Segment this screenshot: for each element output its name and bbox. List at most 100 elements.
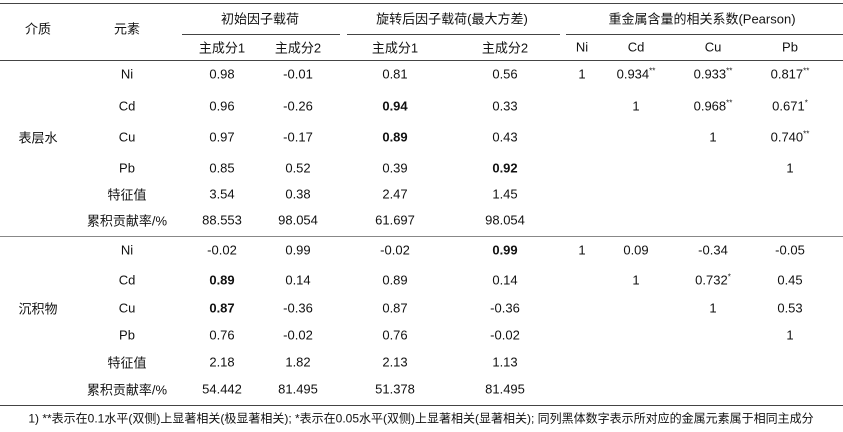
cell: 0.76 — [382, 327, 408, 343]
cell: 0.89 — [209, 273, 234, 288]
header-element: 元素 — [113, 21, 141, 37]
cell-value: 0.94 — [382, 98, 408, 114]
cell: -0.02 — [490, 327, 520, 343]
cell: 1 — [578, 242, 586, 258]
cell: 0.817** — [771, 66, 810, 81]
cell: -0.02 — [283, 327, 313, 343]
header-sub: Cu — [704, 39, 722, 55]
cell: 1.45 — [492, 186, 518, 202]
cell: 0.934** — [617, 66, 656, 81]
cell: -0.01 — [283, 66, 313, 82]
cell-value: 0.671 — [772, 98, 805, 114]
significance-mark: ** — [803, 129, 810, 139]
cell: 2.13 — [382, 354, 408, 370]
rule — [0, 405, 843, 406]
cell: 0.933** — [694, 66, 733, 81]
cell: 1 — [632, 98, 640, 114]
rule — [347, 34, 560, 35]
cell: 0.39 — [382, 160, 408, 176]
significance-mark: ** — [649, 66, 656, 76]
cell: 88.553 — [202, 212, 242, 228]
cell: 1.13 — [492, 354, 518, 370]
header-group: 重金属含量的相关系数(Pearson) — [608, 11, 796, 27]
cell: 0.14 — [492, 272, 518, 288]
medium-label: 沉积物 — [18, 301, 58, 317]
cell: 3.54 — [209, 186, 235, 202]
cell-value: 0.89 — [209, 272, 235, 288]
cell: 0.89 — [382, 130, 407, 145]
rule — [0, 60, 843, 61]
header-sub: Ni — [575, 39, 589, 55]
header-sub: 主成分1 — [371, 40, 419, 56]
cell: 61.697 — [375, 212, 415, 228]
cell: 1 — [709, 129, 717, 145]
header-group: 旋转后因子载荷(最大方差) — [376, 11, 528, 27]
cell: 2.18 — [209, 354, 235, 370]
cell: 1 — [709, 300, 717, 316]
significance-mark: * — [727, 272, 731, 282]
cell: -0.17 — [283, 129, 313, 145]
cell-value: 0.732 — [695, 272, 728, 288]
header-group: 初始因子载荷 — [220, 11, 300, 27]
footnote: 1) **表示在0.1水平(双侧)上显著相关(极显著相关); *表示在0.05水… — [28, 411, 814, 426]
cell: 0.53 — [777, 300, 803, 316]
element-label: Cd — [118, 98, 136, 114]
cell: 0.89 — [382, 272, 408, 288]
cell-value: 0.89 — [382, 129, 408, 145]
element-label: Cu — [118, 300, 136, 316]
cell-value: 0.92 — [492, 160, 518, 176]
cell-value: 0.934 — [616, 66, 650, 82]
element-label: Cd — [118, 272, 136, 288]
cell: 1.82 — [285, 354, 311, 370]
header-sub: 主成分2 — [481, 40, 529, 56]
cell: 0.33 — [492, 98, 518, 114]
cell-value: 0.740 — [770, 129, 804, 145]
rule — [0, 3, 843, 4]
cell: 0.94 — [382, 99, 407, 114]
header-sub: 主成分1 — [198, 40, 246, 56]
element-label: Ni — [120, 242, 134, 258]
element-label: Pb — [119, 160, 135, 176]
cell: 51.378 — [375, 381, 415, 397]
significance-mark: ** — [726, 98, 733, 108]
cell: -0.02 — [207, 242, 237, 258]
cell: 0.87 — [382, 300, 408, 316]
cell: 0.99 — [285, 242, 311, 258]
cell: 0.97 — [209, 129, 235, 145]
significance-mark: ** — [726, 66, 733, 76]
medium-label: 表层水 — [18, 130, 58, 146]
element-label: 特征值 — [107, 355, 147, 371]
cell: 0.98 — [209, 66, 235, 82]
cell-value: 0.968 — [693, 98, 727, 114]
cell: 0.09 — [623, 242, 649, 258]
cell: 0.99 — [492, 243, 517, 258]
cell: 81.495 — [485, 381, 525, 397]
cell: 0.968** — [694, 98, 733, 113]
header-medium: 介质 — [24, 21, 52, 37]
element-label: 累积贡献率/% — [86, 382, 168, 398]
cell: 0.52 — [285, 160, 311, 176]
header-sub: 主成分2 — [274, 40, 322, 56]
cell: 0.81 — [382, 66, 408, 82]
cell: 0.38 — [285, 186, 311, 202]
cell-value: 0.817 — [770, 66, 804, 82]
cell: -0.02 — [380, 242, 410, 258]
cell: 0.14 — [285, 272, 311, 288]
cell: 0.45 — [777, 272, 803, 288]
cell: 0.671* — [772, 98, 808, 113]
cell: -0.36 — [490, 300, 520, 316]
significance-mark: ** — [803, 66, 810, 76]
header-sub: Pb — [782, 39, 798, 55]
header-sub: Cd — [627, 39, 645, 55]
cell: 98.054 — [485, 212, 525, 228]
cell: 1 — [786, 160, 794, 176]
cell: -0.05 — [775, 242, 805, 258]
cell: 0.740** — [771, 129, 810, 144]
cell: 81.495 — [278, 381, 318, 397]
element-label: 特征值 — [107, 187, 147, 203]
element-label: 累积贡献率/% — [86, 213, 168, 229]
cell: 0.92 — [492, 161, 517, 176]
cell: -0.26 — [283, 98, 313, 114]
cell: 0.56 — [492, 66, 518, 82]
rule — [0, 236, 843, 237]
